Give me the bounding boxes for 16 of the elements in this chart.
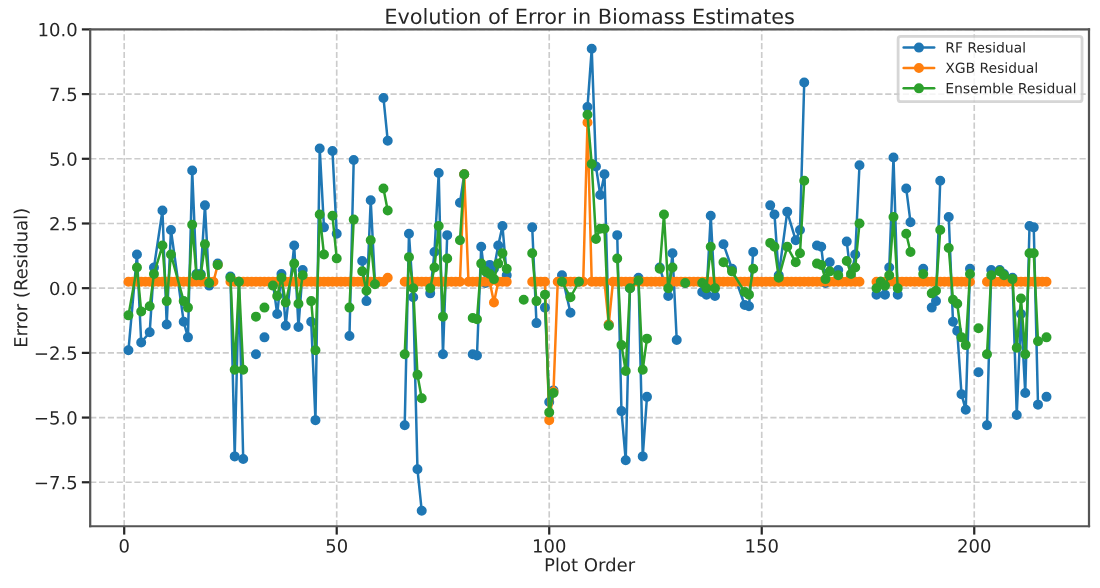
y-tick-label: 10.0 [39, 22, 77, 37]
y-tick-label: −5.0 [35, 411, 77, 425]
y-tick-label: 0.0 [50, 281, 77, 296]
y-axis-title: Error (Residual) [13, 209, 30, 347]
x-tick-label: 0 [119, 539, 129, 553]
x-tick-label: 200 [958, 539, 991, 553]
x-axis-title: Plot Order [545, 557, 636, 572]
x-tick-label: 100 [533, 539, 566, 553]
y-tick-label: −7.5 [35, 475, 77, 490]
y-tick-label: 7.5 [50, 87, 77, 102]
y-tick-label: −2.5 [35, 346, 77, 360]
y-tick-label: 5.0 [50, 152, 77, 166]
chart-title: Evolution of Error in Biomass Estimates [386, 8, 794, 25]
y-tick-label: 2.5 [50, 216, 77, 231]
x-tick-label: 150 [746, 539, 778, 553]
x-tick-label: 50 [326, 539, 347, 553]
